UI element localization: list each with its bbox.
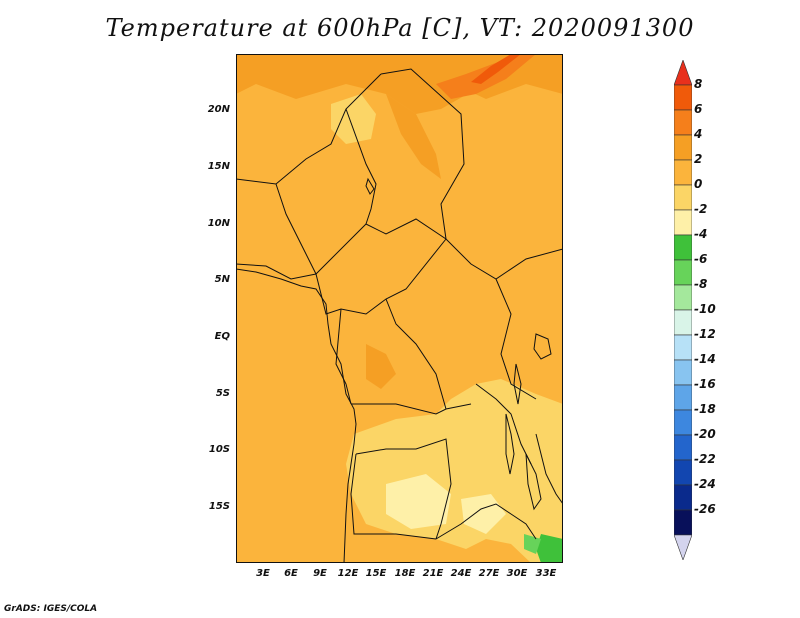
- lat-label: 10N: [207, 218, 230, 229]
- lon-label: 9E: [313, 568, 327, 579]
- colorbar-label: -18: [694, 402, 716, 416]
- lon-label: 18E: [394, 568, 416, 579]
- colorbar-swatch: [674, 434, 692, 461]
- colorbar: [674, 60, 692, 560]
- field-2-to-4-central: [366, 344, 396, 389]
- lon-label: 30E: [506, 568, 528, 579]
- colorbar-swatch: [674, 384, 692, 411]
- field-minus2-to-0-sahara: [331, 94, 376, 144]
- lat-label: 5N: [214, 274, 230, 285]
- colorbar-swatch: [674, 309, 692, 336]
- colorbar-swatch: [674, 359, 692, 386]
- colorbar-label: -10: [694, 302, 716, 316]
- colorbar-label: -22: [694, 452, 716, 466]
- colorbar-label: -4: [694, 227, 708, 241]
- colorbar-label: 6: [694, 102, 703, 116]
- colorbar-label: -2: [694, 202, 708, 216]
- colorbar-swatch: [674, 534, 692, 560]
- colorbar-swatch: [674, 484, 692, 511]
- lakes: [365, 177, 552, 511]
- colorbar-swatch: [674, 159, 692, 186]
- lon-label: 24E: [450, 568, 472, 579]
- colorbar-label: -6: [694, 252, 708, 266]
- lat-label: 15N: [207, 161, 230, 172]
- colorbar-swatch: [674, 509, 692, 536]
- coastline: [236, 268, 357, 563]
- colorbar-label: 4: [694, 127, 703, 141]
- colorbar-label: -20: [694, 427, 716, 441]
- colorbar-label: 8: [694, 77, 703, 91]
- lat-label: 20N: [207, 104, 230, 115]
- temperature-map: [236, 54, 563, 563]
- field-minus4-to-minus2-a: [386, 474, 451, 529]
- colorbar-swatch: [674, 409, 692, 436]
- lat-label: EQ: [214, 331, 230, 342]
- field-6-to-8-north: [471, 54, 521, 84]
- colorbar-label: -26: [694, 502, 716, 516]
- lat-label: 15S: [208, 501, 230, 512]
- map-frame: [236, 54, 563, 563]
- colorbar-swatch: [674, 459, 692, 486]
- colorbar-label: -14: [694, 352, 716, 366]
- lon-label: 15E: [365, 568, 387, 579]
- colorbar-swatch: [674, 134, 692, 161]
- field-minus6-to-minus4-b: [524, 534, 541, 554]
- colorbar-swatch: [674, 234, 692, 261]
- colorbar-swatch: [674, 84, 692, 111]
- field-2-to-4-sahara: [386, 94, 441, 179]
- colorbar-swatch: [674, 109, 692, 136]
- field-minus6-to-minus4: [536, 534, 563, 563]
- country-borders: [236, 68, 563, 540]
- colorbar-label: -24: [694, 477, 716, 491]
- lon-label: 6E: [284, 568, 298, 579]
- colorbar-swatch: [674, 284, 692, 311]
- colorbar-label: -16: [694, 377, 716, 391]
- grads-credit: GrADS: IGES/COLA: [4, 604, 98, 614]
- lat-label: 10S: [208, 444, 230, 455]
- lon-label: 21E: [422, 568, 444, 579]
- lon-label: 27E: [478, 568, 500, 579]
- colorbar-swatch: [674, 259, 692, 286]
- colorbar-swatch: [674, 184, 692, 211]
- colorbar-swatch: [674, 334, 692, 361]
- colorbar-swatch: [674, 209, 692, 236]
- lon-label: 12E: [337, 568, 359, 579]
- colorbar-label: 0: [694, 177, 703, 191]
- chart-title: Temperature at 600hPa [C], VT: 202009130…: [105, 14, 695, 42]
- colorbar-label: -12: [694, 327, 716, 341]
- colorbar-swatch: [674, 60, 692, 86]
- colorbar-label: -8: [694, 277, 708, 291]
- colorbar-label: 2: [694, 152, 703, 166]
- lon-label: 33E: [535, 568, 557, 579]
- lat-label: 5S: [215, 388, 230, 399]
- lon-label: 3E: [256, 568, 270, 579]
